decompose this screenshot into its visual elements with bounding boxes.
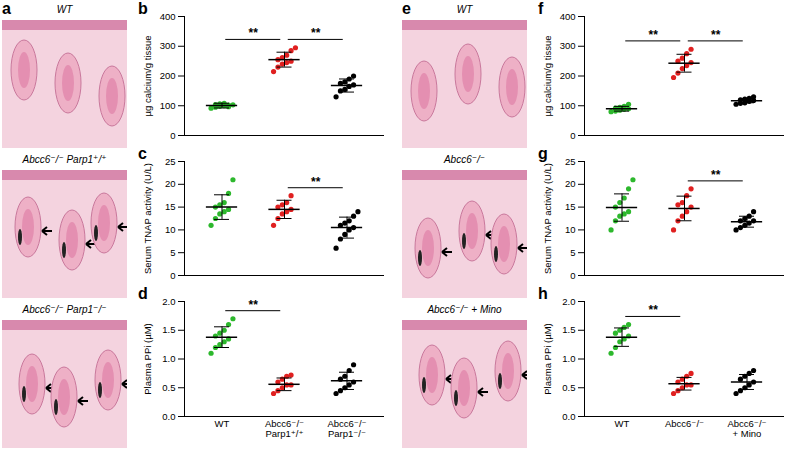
svg-text:200: 200: [560, 70, 576, 81]
svg-text:10: 10: [565, 224, 576, 235]
svg-text:25: 25: [165, 156, 176, 167]
svg-text:200: 200: [160, 70, 176, 81]
svg-text:**: **: [249, 298, 259, 312]
svg-text:5: 5: [570, 247, 575, 258]
html-text:e: e: [402, 0, 411, 17]
svg-text:µg calcium/g tissue: µg calcium/g tissue: [142, 36, 153, 117]
html-text:WT: WT: [56, 4, 73, 15]
svg-text:0: 0: [570, 130, 575, 141]
svg-text:100: 100: [160, 100, 176, 111]
svg-text:Abcc6⁻/⁻: Abcc6⁻/⁻: [665, 418, 704, 429]
svg-text:Abcc6⁻/⁻Parp1⁻/⁻: Abcc6⁻/⁻Parp1⁻/⁻: [327, 418, 366, 439]
html-text:a: a: [2, 0, 11, 17]
svg-text:2.0: 2.0: [562, 296, 575, 307]
svg-text:400: 400: [560, 11, 576, 22]
svg-text:Abcc6⁻/⁻+ Mino: Abcc6⁻/⁻+ Mino: [727, 418, 766, 439]
svg-text:300: 300: [160, 40, 176, 51]
svg-text:1.0: 1.0: [162, 353, 175, 364]
svg-text:WT: WT: [615, 418, 630, 429]
svg-text:0.5: 0.5: [562, 382, 575, 393]
svg-text:5: 5: [170, 247, 175, 258]
html-text:Abcc6⁻/⁻ Parp1⁺/⁺: Abcc6⁻/⁻ Parp1⁺/⁺: [22, 154, 107, 165]
svg-text:400: 400: [160, 11, 176, 22]
svg-text:**: **: [711, 28, 721, 42]
svg-text:0: 0: [170, 130, 175, 141]
html-text:h: h: [538, 285, 548, 302]
html-text:d: d: [138, 285, 148, 302]
svg-text:100: 100: [560, 100, 576, 111]
svg-text:25: 25: [565, 156, 576, 167]
svg-text:10: 10: [165, 224, 176, 235]
svg-text:**: **: [249, 26, 259, 40]
svg-text:0.0: 0.0: [162, 411, 175, 422]
svg-text:µg calcium/g tissue: µg calcium/g tissue: [542, 36, 553, 117]
svg-text:15: 15: [165, 201, 176, 212]
svg-text:1.5: 1.5: [162, 324, 175, 335]
html-text:WT: WT: [456, 4, 473, 15]
svg-text:Abcc6⁻/⁻Parp1⁺/⁺: Abcc6⁻/⁻Parp1⁺/⁺: [265, 418, 304, 439]
svg-text:Plasma PPi (µM): Plasma PPi (µM): [142, 323, 153, 394]
html-text:f: f: [538, 0, 544, 17]
svg-text:**: **: [711, 168, 721, 182]
svg-text:20: 20: [165, 178, 176, 189]
svg-text:0: 0: [570, 270, 575, 281]
svg-text:300: 300: [560, 40, 576, 51]
svg-text:0: 0: [170, 270, 175, 281]
svg-text:**: **: [649, 28, 659, 42]
html-text:Abcc6⁻/⁻: Abcc6⁻/⁻: [443, 154, 486, 165]
svg-text:20: 20: [565, 178, 576, 189]
svg-text:Serum TNAP activity (U/L): Serum TNAP activity (U/L): [142, 163, 153, 274]
html-text:Abcc6⁻/⁻ Parp1⁻/⁻: Abcc6⁻/⁻ Parp1⁻/⁻: [22, 304, 107, 315]
html-text:g: g: [538, 145, 548, 162]
svg-text:0.0: 0.0: [562, 411, 575, 422]
svg-text:15: 15: [565, 201, 576, 212]
html-text:c: c: [138, 145, 147, 162]
html-text:Abcc6⁻/⁻ + Mino: Abcc6⁻/⁻ + Mino: [427, 304, 502, 315]
svg-text:**: **: [649, 303, 659, 317]
html-text:b: b: [138, 0, 148, 17]
svg-text:1.0: 1.0: [562, 353, 575, 364]
svg-text:0.5: 0.5: [162, 382, 175, 393]
svg-text:**: **: [311, 175, 321, 189]
svg-text:**: **: [311, 26, 321, 40]
svg-text:Serum TNAP activity (U/L): Serum TNAP activity (U/L): [542, 163, 553, 274]
svg-text:2.0: 2.0: [162, 296, 175, 307]
svg-text:WT: WT: [215, 418, 230, 429]
svg-text:Plasma PPi (µM): Plasma PPi (µM): [542, 323, 553, 394]
svg-text:1.5: 1.5: [562, 324, 575, 335]
